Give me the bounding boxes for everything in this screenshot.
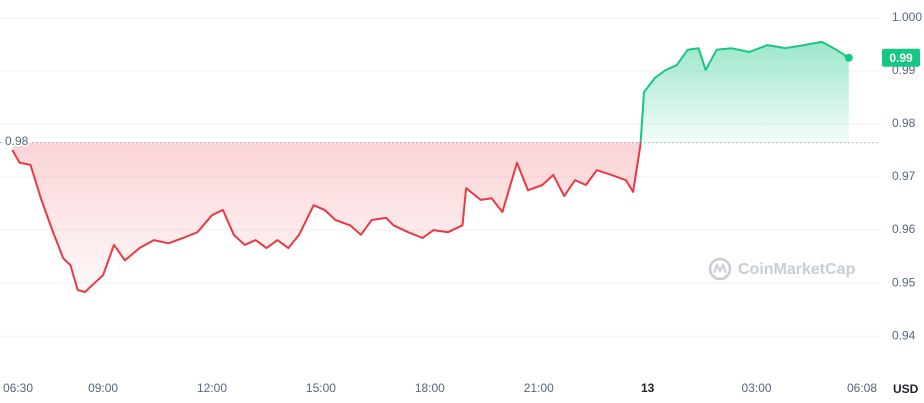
current-price-label: 0.99: [889, 51, 913, 65]
baseline-label: 0.98: [5, 134, 29, 148]
x-tick-label: 06:08: [847, 381, 877, 395]
current-price-badge: [882, 48, 920, 67]
currency-label: USD: [893, 382, 919, 396]
x-tick-label: 13: [641, 381, 655, 395]
last-point: [844, 53, 853, 62]
x-tick-label: 09:00: [88, 381, 118, 395]
watermark-text: CoinMarketCap: [738, 261, 856, 278]
x-tick-label: 03:00: [742, 381, 772, 395]
y-tick-label: 0.94: [892, 328, 916, 342]
x-tick-label: 15:00: [306, 381, 336, 395]
y-tick-label: 1.000: [892, 10, 922, 24]
price-line: [11, 40, 850, 294]
x-tick-label: 06:30: [3, 381, 33, 395]
x-tick-label: 18:00: [415, 381, 445, 395]
watermark: CoinMarketCap: [708, 257, 856, 281]
y-tick-label: 0.95: [892, 275, 916, 289]
y-tick-label: 0.97: [892, 169, 916, 183]
x-tick-label: 21:00: [524, 381, 554, 395]
y-tick-label: 0.96: [892, 222, 916, 236]
y-tick-label: 0.98: [892, 116, 916, 130]
x-tick-label: 12:00: [197, 381, 227, 395]
area: [12, 41, 849, 293]
